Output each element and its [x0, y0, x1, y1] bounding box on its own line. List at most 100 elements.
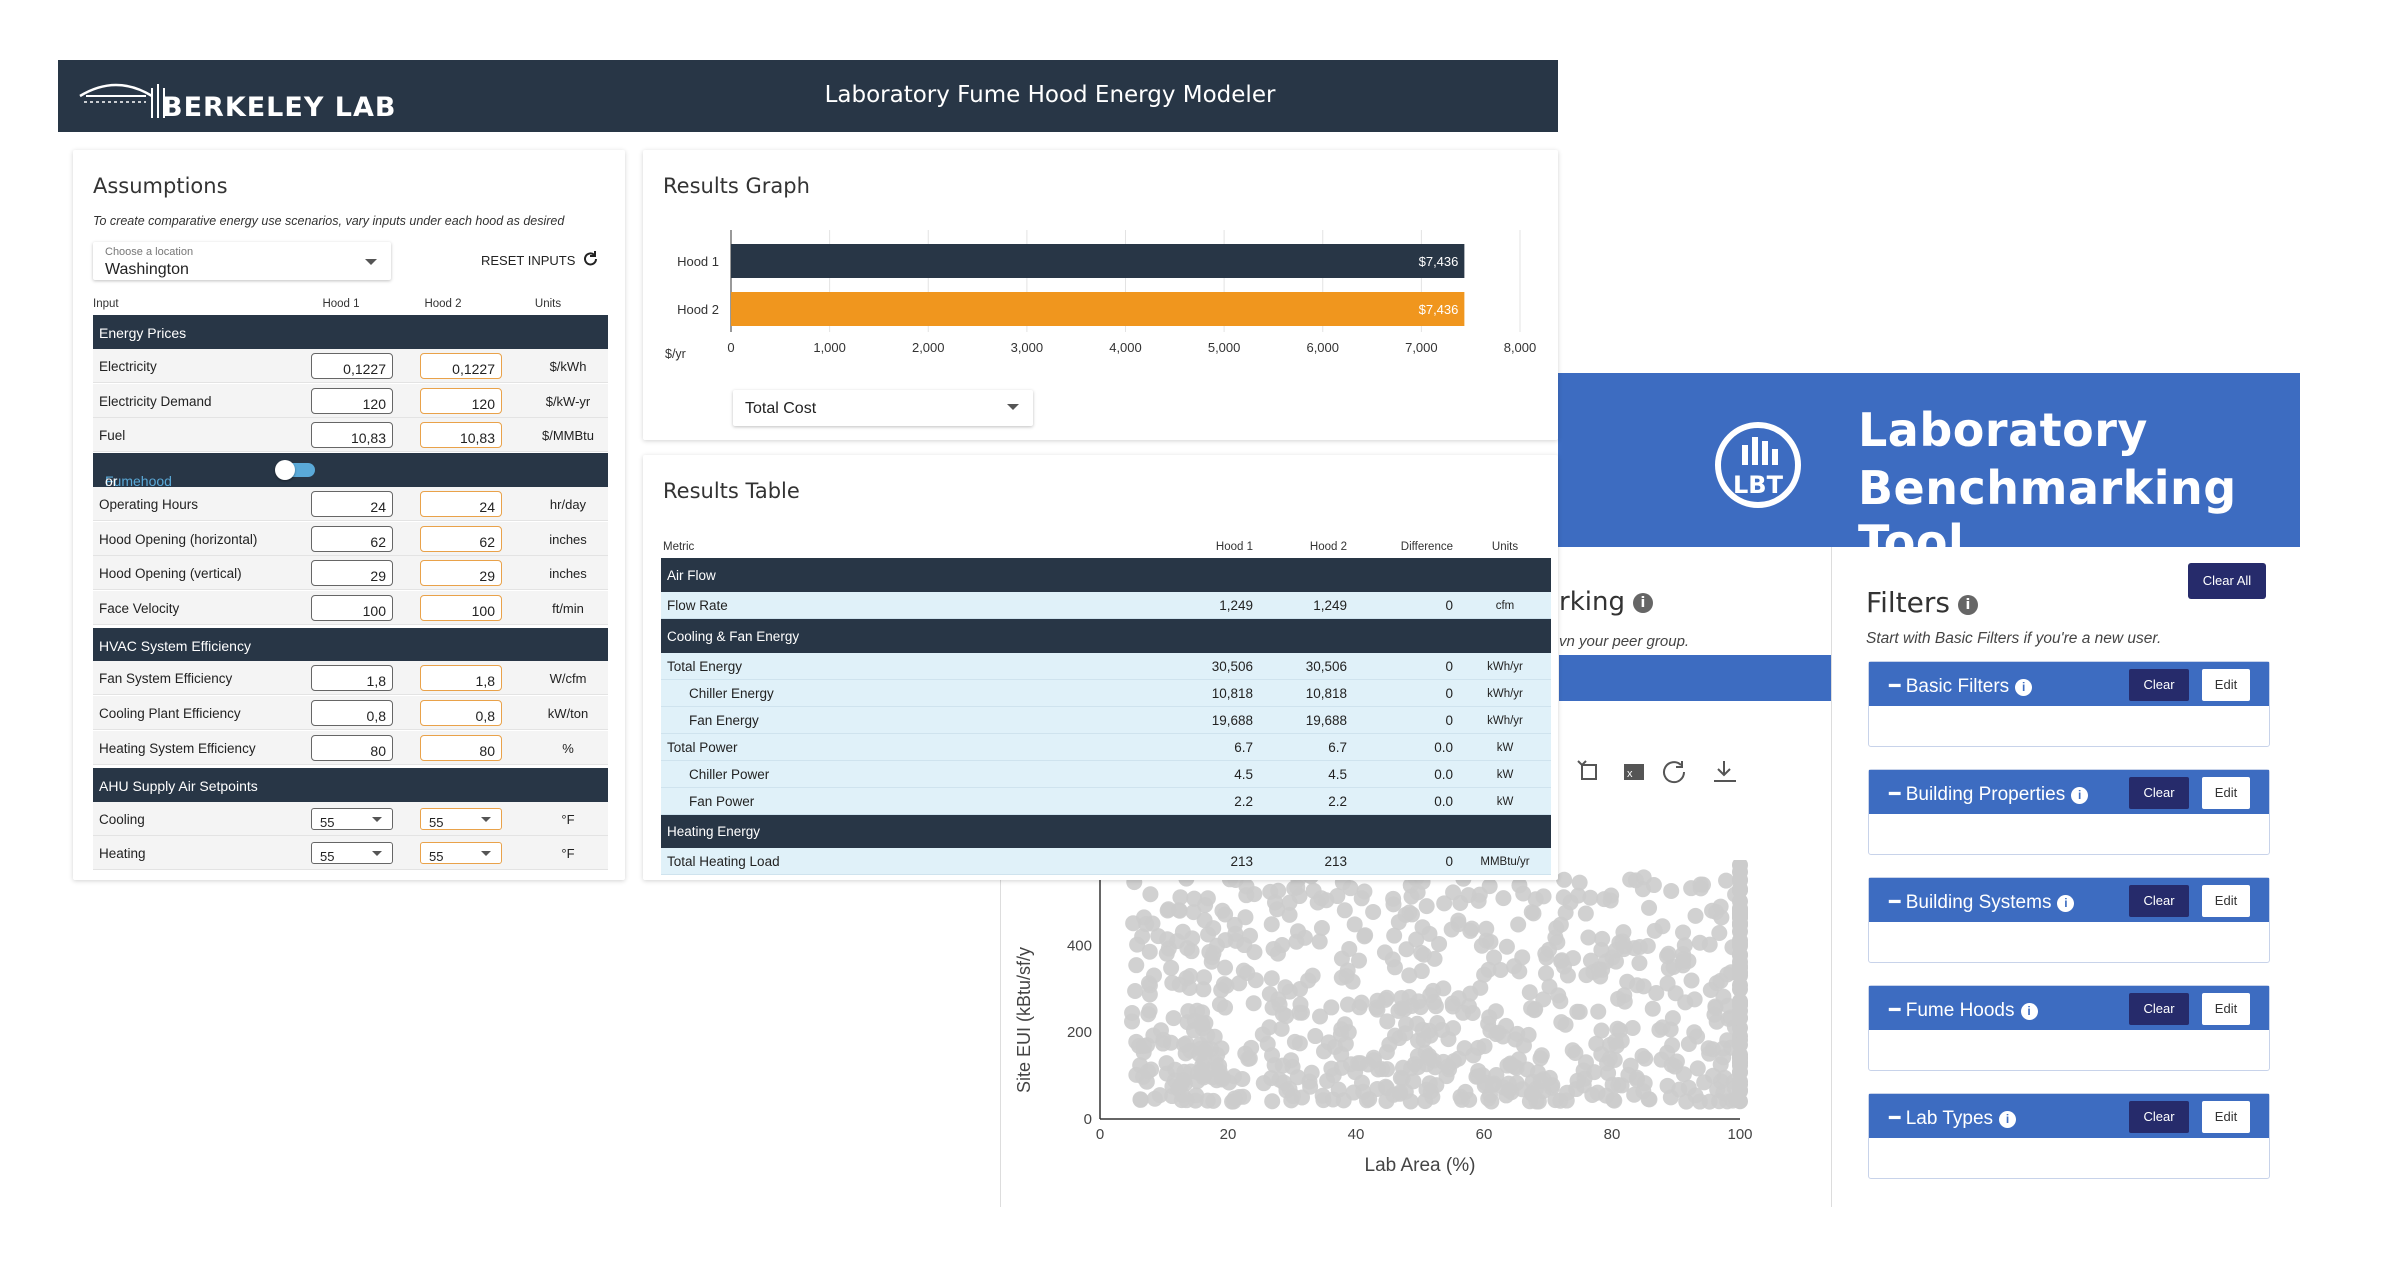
hood1-input[interactable]: 80 [311, 735, 393, 761]
row-unit: $/MMBtu [541, 428, 594, 443]
filter-header[interactable]: ━ Building Systems i Clear Edit [1869, 878, 2269, 922]
hood2-input[interactable]: 100 [420, 595, 502, 621]
refresh-icon[interactable] [1663, 761, 1686, 784]
hood2-input[interactable]: 29 [420, 560, 502, 586]
restore-icon[interactable] [1577, 760, 1597, 780]
hood1-input[interactable]: 0,1227 [311, 353, 393, 379]
unit-value: kW [1496, 769, 1514, 781]
reset-inputs-button[interactable]: RESET INPUTS [481, 250, 600, 268]
scatter-point [1408, 931, 1425, 948]
x-tick-label: 80 [1604, 1126, 1621, 1143]
scatter-point [1386, 927, 1403, 944]
results-table-title: Results Table [663, 479, 800, 503]
filter-edit-button[interactable]: Edit [2202, 669, 2250, 701]
chart-toolbar: x [1577, 760, 1736, 784]
scatter-point [1689, 1028, 1706, 1045]
hood1-input[interactable]: 24 [311, 491, 393, 517]
filter-header[interactable]: ━ Fume Hoods i Clear Edit [1869, 986, 2269, 1030]
scatter-point [1476, 1077, 1493, 1094]
difference-value: 0 [1445, 854, 1453, 869]
col-metric: Metric [663, 541, 695, 553]
hood1-input[interactable]: 62 [311, 526, 393, 552]
fumehood-option[interactable]: Fumehood [105, 473, 172, 489]
hood2-input[interactable]: 10,83 [420, 422, 502, 448]
scatter-point [1712, 1073, 1729, 1090]
clear-all-button[interactable]: Clear All [2188, 563, 2266, 599]
hood1-input[interactable]: 1,8 [311, 665, 393, 691]
info-icon[interactable]: i [1632, 593, 1653, 613]
scatter-point [1240, 1050, 1257, 1067]
row-unit: $/kW-yr [545, 394, 591, 409]
scatter-point [1696, 1074, 1713, 1091]
metric-select[interactable]: Total Cost [733, 390, 1033, 426]
filter-edit-button[interactable]: Edit [2202, 1101, 2250, 1133]
download-icon[interactable] [1714, 761, 1736, 782]
hood2-input[interactable]: 62 [420, 526, 502, 552]
scatter-point [1596, 891, 1613, 908]
hood2-input[interactable]: 24 [420, 491, 502, 517]
row-label: Heating [99, 846, 146, 861]
lbt-title-line1: Laboratory [1858, 403, 2148, 457]
scatter-point [1487, 1003, 1504, 1020]
collapse-icon[interactable]: ━ [1889, 784, 1906, 805]
difference-value: 0.0 [1434, 767, 1453, 782]
row-label: Hood Opening (vertical) [99, 566, 242, 581]
hood1-input[interactable]: 10,83 [311, 422, 393, 448]
collapse-icon[interactable]: ━ [1889, 892, 1906, 913]
hood1-input[interactable]: 120 [311, 388, 393, 414]
hood2-input[interactable]: 80 [420, 735, 502, 761]
difference-value: 0 [1445, 598, 1453, 613]
hood1-input[interactable]: 100 [311, 595, 393, 621]
difference-value: 0.0 [1434, 740, 1453, 755]
filter-clear-button[interactable]: Clear [2129, 777, 2189, 809]
excel-icon[interactable]: x [1624, 764, 1644, 780]
bar-category-label: Hood 2 [677, 302, 719, 317]
filter-header[interactable]: ━ Lab Types i Clear Edit [1869, 1094, 2269, 1138]
scatter-point [1396, 1000, 1413, 1017]
hood1-input[interactable]: 29 [311, 560, 393, 586]
hood2-select[interactable]: 55 [420, 842, 502, 864]
filter-clear-button[interactable]: Clear [2129, 1101, 2189, 1133]
info-icon[interactable]: i [1999, 1111, 2017, 1128]
hood1-select[interactable]: 55 [311, 842, 393, 864]
hood2-select[interactable]: 55 [420, 808, 502, 830]
info-icon[interactable]: i [2057, 895, 2075, 912]
filter-edit-button[interactable]: Edit [2202, 993, 2250, 1025]
info-icon[interactable]: i [2020, 1003, 2038, 1020]
info-icon[interactable]: i [2071, 787, 2089, 804]
filter-header[interactable]: ━ Basic Filters i Clear Edit [1869, 662, 2269, 706]
hood2-input[interactable]: 0,1227 [420, 353, 502, 379]
results-row: Chiller Power 4.5 4.5 0.0 kW [661, 761, 1551, 788]
info-icon[interactable]: i [2015, 679, 2033, 696]
location-select[interactable]: Choose a location Washington [93, 242, 391, 280]
x-tick-label: 4,000 [1109, 340, 1142, 355]
section-airflow-toggle: Fumehood or Room Airflow [93, 453, 608, 521]
collapse-icon[interactable]: ━ [1889, 1000, 1906, 1021]
lbt-logo-icon: LBT [1715, 422, 1801, 508]
collapse-icon[interactable]: ━ [1889, 1108, 1906, 1129]
filter-clear-button[interactable]: Clear [2129, 885, 2189, 917]
hood2-input[interactable]: 0,8 [420, 700, 502, 726]
scatter-point [1498, 938, 1515, 955]
scatter-point [1159, 902, 1176, 919]
scatter-point [1571, 874, 1588, 891]
scatter-point [1403, 906, 1420, 923]
filter-edit-button[interactable]: Edit [2202, 777, 2250, 809]
scatter-point [1211, 996, 1228, 1013]
airflow-toggle[interactable] [275, 460, 315, 480]
filter-header[interactable]: ━ Building Properties i Clear Edit [1869, 770, 2269, 814]
scatter-point [1231, 975, 1248, 992]
hood1-select[interactable]: 55 [311, 808, 393, 830]
filter-edit-button[interactable]: Edit [2202, 885, 2250, 917]
scatter-point [1194, 1004, 1211, 1021]
row-unit: °F [561, 846, 575, 861]
hood2-input[interactable]: 1,8 [420, 665, 502, 691]
hood1-input[interactable]: 0,8 [311, 700, 393, 726]
info-icon[interactable]: i [1957, 595, 1978, 615]
collapse-icon[interactable]: ━ [1889, 676, 1906, 697]
filter-clear-button[interactable]: Clear [2129, 669, 2189, 701]
filter-clear-button[interactable]: Clear [2129, 993, 2189, 1025]
scatter-point [1470, 1039, 1487, 1056]
unit-value: kW [1496, 796, 1514, 808]
hood2-input[interactable]: 120 [420, 388, 502, 414]
